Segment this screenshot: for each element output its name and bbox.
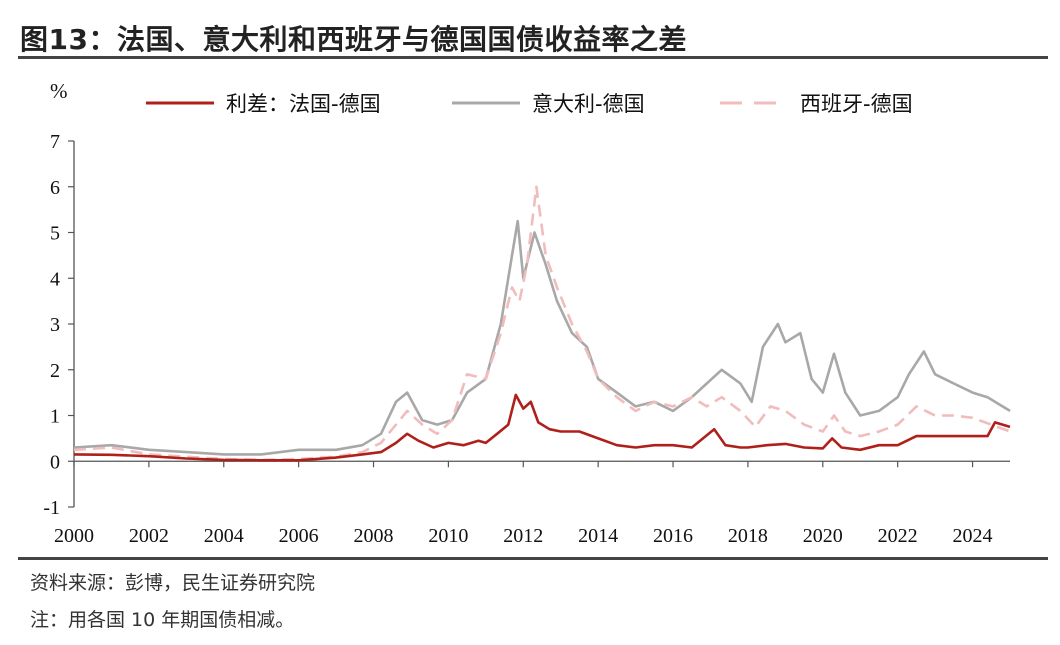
series-line-1 [73, 393, 1011, 462]
bottom-rule [18, 557, 1048, 560]
y-tick-label: 4 [50, 268, 60, 290]
y-tick-label: 2 [50, 360, 60, 382]
y-tick-label: -1 [43, 497, 60, 519]
method-note: 注：用各国 10 年期国债相减。 [30, 609, 295, 631]
x-tick-label: 2006 [279, 525, 319, 547]
x-tick-label: 2010 [428, 525, 468, 547]
title-rule [18, 56, 1048, 59]
figure-title: 图13：法国、意大利和西班牙与德国国债收益率之差 [20, 23, 687, 56]
x-tick-label: 2000 [54, 525, 94, 547]
y-tick-label: 1 [50, 406, 60, 428]
x-tick-label: 2012 [503, 525, 543, 547]
x-tick-label: 2004 [204, 525, 244, 547]
y-tick-label: 6 [50, 177, 60, 199]
y-tick-label: 7 [50, 131, 60, 153]
series-line-3 [73, 185, 1011, 462]
x-tick-label: 2002 [129, 525, 169, 547]
series-line-2 [73, 219, 1011, 456]
x-tick-label: 2022 [878, 525, 918, 547]
x-tick-label: 2018 [728, 525, 768, 547]
legend-label-1: 利差：法国-德国 [226, 92, 381, 116]
source-note: 资料来源：彭博，民生证券研究院 [30, 572, 316, 594]
legend-label-2: 意大利-德国 [532, 92, 645, 116]
x-tick-label: 2024 [953, 525, 993, 547]
x-tick-label: 2016 [653, 525, 693, 547]
x-tick-label: 2008 [354, 525, 394, 547]
line-chart: -1 0 1 2 3 4 5 6 7% 2000 2002 2004 2006 2008 2010 2012 2… [43, 79, 1011, 547]
legend-label-3: 西班牙-德国 [800, 92, 913, 116]
y-tick-label: 5 [50, 223, 60, 245]
y-tick-label: 3 [50, 314, 60, 336]
y-axis-unit-label: % [50, 79, 68, 103]
y-tick-label: 0 [50, 451, 60, 473]
x-tick-label: 2020 [803, 525, 843, 547]
x-tick-label: 2014 [578, 525, 618, 547]
